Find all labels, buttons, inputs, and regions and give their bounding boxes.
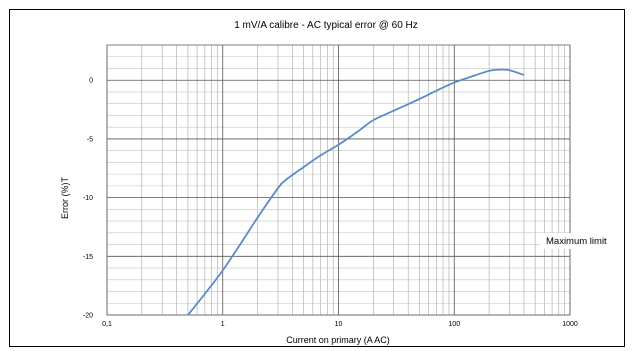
chart-frame: 0,1 1 10 100 1000 0 -5 -10 -15 -20 1 mV/A calibr… [9,9,625,347]
x-axis-label: Current on primary (A AC) [286,335,390,345]
y-tick-label: 0 [89,78,93,85]
x-tick-label: 1000 [562,321,578,328]
plot-area [106,44,571,316]
y-tick-label: -10 [83,195,93,202]
x-tick-label: 0,1 [102,321,112,328]
series-layer [187,68,525,316]
x-tick-label: 10 [335,321,343,328]
chart-title: 1 mV/A calibre - AC typical error @ 60 H… [234,20,418,31]
y-axis-label: Error (%)T [60,177,70,219]
error-curve-line [187,68,525,316]
x-tick-label: 100 [448,321,460,328]
maximum-limit-label: Maximum limit [546,236,607,247]
x-tick-labels: 0,1 1 10 100 1000 [102,321,578,328]
y-tick-label: -5 [87,136,93,143]
y-tick-labels: 0 -5 -10 -15 -20 [83,78,93,320]
x-tick-label: 1 [221,321,225,328]
annotation-box [540,233,624,249]
y-tick-label: -20 [83,313,93,320]
y-tick-label: -15 [83,254,93,261]
error-chart: 0,1 1 10 100 1000 0 -5 -10 -15 -20 1 mV/A calibr… [60,20,624,345]
